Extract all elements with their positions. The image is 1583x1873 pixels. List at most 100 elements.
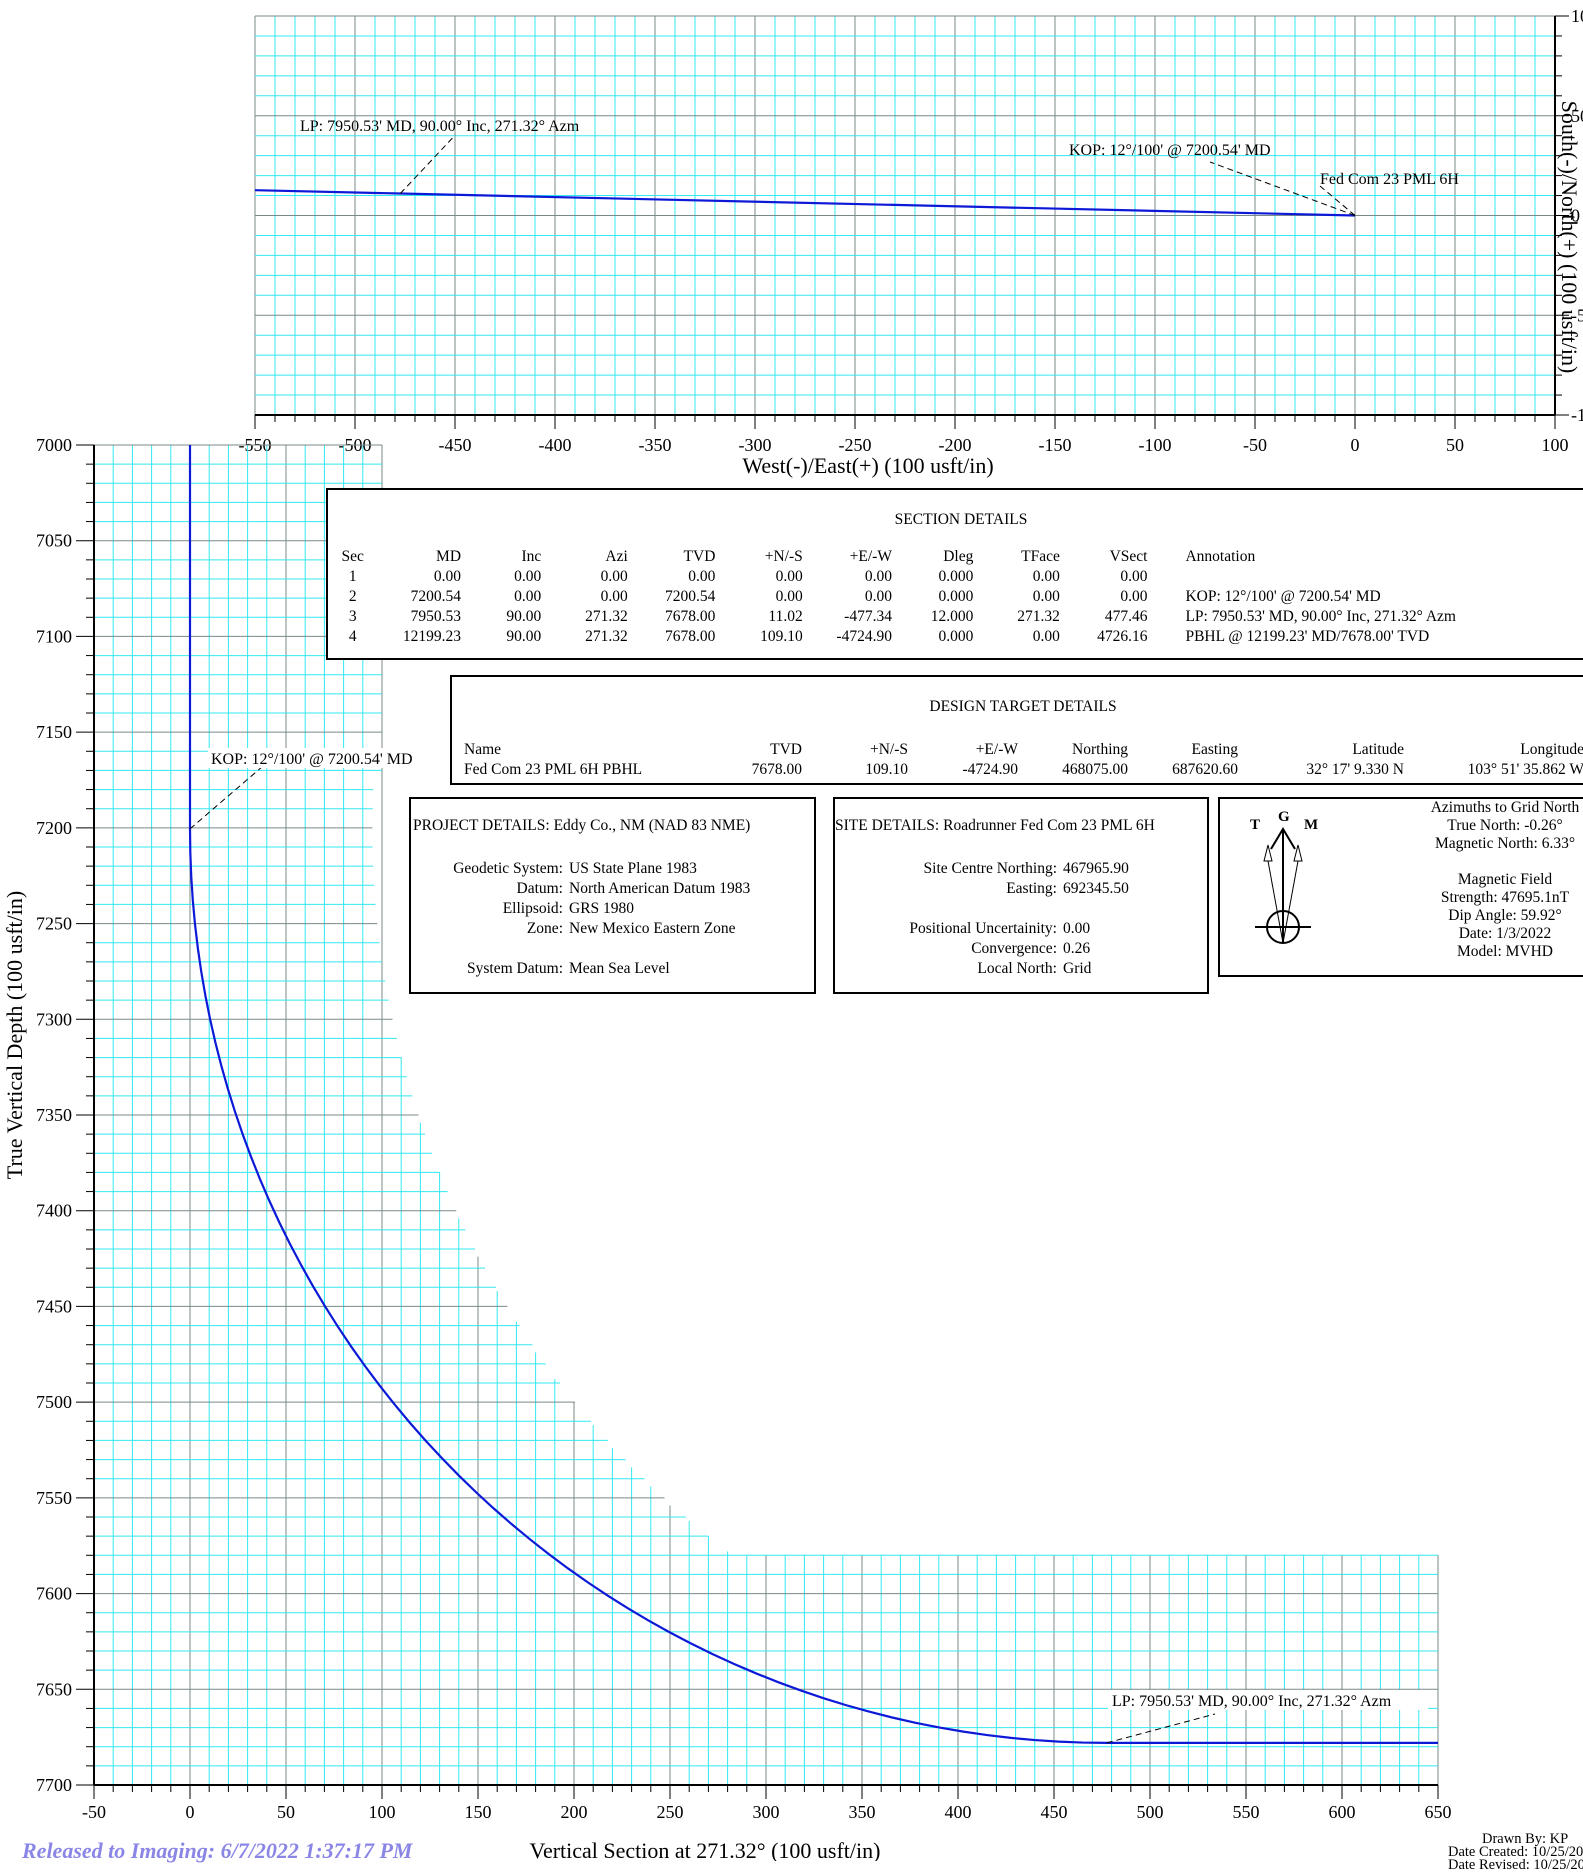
design-target-cell: 32° 17' 9.330 N	[1238, 760, 1404, 780]
vs-x-tick-label: -50	[82, 1802, 106, 1822]
design-target-column-header: TVD	[692, 740, 802, 760]
design-target-cell: Fed Com 23 PML 6H PBHL	[452, 760, 692, 780]
design-target-column-header: Name	[452, 740, 692, 760]
field-strength: Strength: 47695.1nT	[1390, 889, 1583, 907]
section-details-cell: 4726.16	[1060, 627, 1148, 647]
date-revised: Date Revised: 10/25/2021	[1448, 1858, 1583, 1872]
section-details-cell: 0.00	[541, 587, 628, 607]
project-details-row: Zone:New Mexico Eastern Zone	[411, 919, 736, 939]
section-details-column-header: Inc	[461, 547, 541, 567]
azimuths-to-grid-north: Azimuths to Grid North	[1390, 799, 1583, 817]
section-details-cell: 271.32	[973, 607, 1060, 627]
vs-y-tick-label: 7650	[36, 1679, 72, 1699]
project-details-box: PROJECT DETAILS: Eddy Co., NM (NAD 83 NM…	[409, 797, 816, 994]
vs-y-tick-label: 7000	[36, 435, 72, 455]
section-details-cell: 11.02	[715, 607, 802, 627]
project-details-key: Datum:	[411, 879, 563, 899]
section-details-column-header: Dleg	[892, 547, 973, 567]
section-details-cell: 0.00	[715, 567, 802, 587]
section-details-column-header: Azi	[541, 547, 628, 567]
design-target-column-header: +N/-S	[802, 740, 908, 760]
vs-x-tick-label: 550	[1233, 1802, 1260, 1822]
section-details-column-header: +E/-W	[803, 547, 892, 567]
vs-y-tick-label: 7500	[36, 1392, 72, 1412]
vs-y-tick-label: 7100	[36, 626, 72, 646]
site-details-key: Site Centre Northing:	[835, 859, 1057, 879]
section-details-cell: 90.00	[461, 607, 541, 627]
design-target-cell: -4724.90	[908, 760, 1018, 780]
site-details-row: Easting:692345.50	[835, 879, 1129, 899]
true-north-label: T	[1250, 817, 1260, 833]
section-details-cell: 0.00	[371, 567, 461, 587]
section-details-column-header: TFace	[973, 547, 1060, 567]
design-target-cell: 468075.00	[1018, 760, 1128, 780]
section-details-title: SECTION DETAILS	[328, 510, 1583, 530]
vs-x-tick-label: 0	[186, 1802, 195, 1822]
site-details-key: Positional Uncertainity:	[835, 919, 1057, 939]
section-details-cell: 0.00	[1060, 567, 1148, 587]
design-target-title: DESIGN TARGET DETAILS	[452, 697, 1583, 717]
section-details-column-header: TVD	[628, 547, 716, 567]
vs-kop-annotation: KOP: 12°/100' @ 7200.54' MD	[211, 751, 413, 768]
dip-angle: Dip Angle: 59.92°	[1390, 907, 1583, 925]
design-target-column-header: +E/-W	[908, 740, 1018, 760]
project-details-row: Datum:North American Datum 1983	[411, 879, 750, 899]
section-details-cell: 7678.00	[628, 607, 716, 627]
site-details-key: Local North:	[835, 959, 1057, 979]
project-details-row: System Datum:Mean Sea Level	[411, 959, 670, 979]
design-target-cell: 109.10	[802, 760, 908, 780]
true-north-value: True North: -0.26°	[1390, 817, 1583, 835]
project-details-key: Zone:	[411, 919, 563, 939]
vs-y-tick-label: 7050	[36, 531, 72, 551]
vs-y-tick-label: 7400	[36, 1201, 72, 1221]
vs-x-tick-label: 500	[1137, 1802, 1164, 1822]
section-details-cell: 0.00	[541, 567, 628, 587]
project-details-value: North American Datum 1983	[563, 879, 750, 899]
vs-y-tick-label: 7600	[36, 1584, 72, 1604]
design-target-cell: 687620.60	[1128, 760, 1238, 780]
vs-x-axis-label: Vertical Section at 271.32° (100 usft/in…	[530, 1838, 881, 1861]
project-details-value: US State Plane 1983	[563, 859, 697, 879]
section-details-cell: 3	[328, 607, 371, 627]
section-details-cell: 2	[328, 587, 371, 607]
vs-y-tick-label: 7550	[36, 1488, 72, 1508]
design-target-column-header: Northing	[1018, 740, 1128, 760]
section-details-cell: 0.00	[803, 587, 892, 607]
vs-y-tick-label: 7250	[36, 914, 72, 934]
section-details-cell: 0.00	[461, 587, 541, 607]
section-details-cell: 0.000	[892, 587, 973, 607]
vs-y-tick-label: 7350	[36, 1105, 72, 1125]
site-details-row: Positional Uncertainity:0.00	[835, 919, 1090, 939]
section-details-column-header: VSect	[1060, 547, 1148, 567]
section-details-cell: 90.00	[461, 627, 541, 647]
site-details-key: Convergence:	[835, 939, 1057, 959]
section-details-cell: 7200.54	[628, 587, 716, 607]
vs-lp-leader	[1107, 1714, 1215, 1743]
section-details-cell: LP: 7950.53' MD, 90.00° Inc, 271.32° Azm	[1147, 607, 1583, 627]
vs-x-tick-label: 150	[465, 1802, 492, 1822]
vs-x-tick-label: 300	[753, 1802, 780, 1822]
site-details-row: Site Centre Northing:467965.90	[835, 859, 1129, 879]
section-details-cell: 477.46	[1060, 607, 1148, 627]
section-details-cell: -477.34	[803, 607, 892, 627]
vs-x-tick-label: 250	[657, 1802, 684, 1822]
section-details-cell: 0.00	[973, 587, 1060, 607]
magnetic-north-value: Magnetic North: 6.33°	[1390, 835, 1583, 853]
vs-y-tick-label: 7150	[36, 722, 72, 742]
section-details-cell: 0.00	[803, 567, 892, 587]
section-details-cell	[1147, 567, 1583, 587]
section-details-cell: 12199.23	[371, 627, 461, 647]
site-details-row: Local North:Grid	[835, 959, 1091, 979]
section-details-cell: 0.00	[628, 567, 716, 587]
north-arrow-icon: T G M	[1230, 803, 1340, 973]
section-details-cell: 0.000	[892, 627, 973, 647]
